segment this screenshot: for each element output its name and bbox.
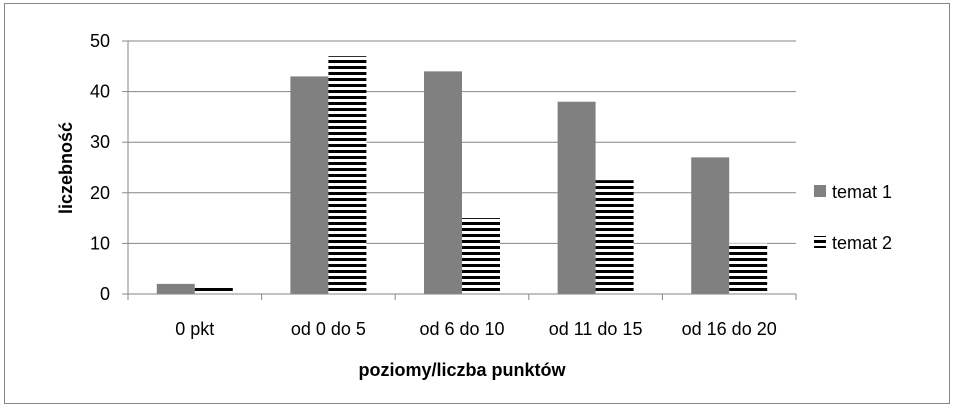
bar-temat-2 <box>462 218 500 294</box>
tick-labels: 0 10 20 30 40 50 0 pkt od 0 do 5 od 6 do 10 od 11… <box>90 31 777 339</box>
y-tick-label: 10 <box>90 233 110 253</box>
x-tick-label: od 16 do 20 <box>682 319 777 339</box>
legend-swatch <box>814 236 826 248</box>
y-tick-label: 30 <box>90 132 110 152</box>
bars <box>156 56 768 295</box>
x-axis-title: poziomy/liczba punktów <box>358 360 566 380</box>
bar-temat-1 <box>691 157 730 294</box>
axes <box>122 40 797 300</box>
chart-border <box>4 3 950 404</box>
y-axis-title: liczebność <box>56 122 76 214</box>
y-tick-label: 0 <box>100 284 110 304</box>
x-tick-label: od 11 do 15 <box>549 319 643 339</box>
legend-swatch <box>814 185 826 197</box>
x-tick-label: od 0 do 5 <box>291 319 366 339</box>
y-tick-label: 20 <box>90 183 110 203</box>
bar-temat-1 <box>424 71 462 294</box>
y-tick-label: 40 <box>90 82 110 102</box>
bar-temat-1 <box>156 283 195 294</box>
legend-label: temat 2 <box>832 233 892 253</box>
y-tick-label: 50 <box>90 31 110 51</box>
x-tick-label: od 6 do 10 <box>419 319 504 339</box>
bar-temat-1 <box>290 76 329 294</box>
bar-temat-2 <box>328 56 367 295</box>
legend-label: temat 1 <box>832 182 892 202</box>
bar-temat-1 <box>557 101 596 294</box>
bar-temat-2 <box>729 243 768 294</box>
bar-temat-2 <box>194 286 233 294</box>
bar-temat-2 <box>595 180 634 294</box>
legend: temat 1 temat 2 <box>814 182 892 253</box>
x-tick-label: 0 pkt <box>175 319 214 339</box>
